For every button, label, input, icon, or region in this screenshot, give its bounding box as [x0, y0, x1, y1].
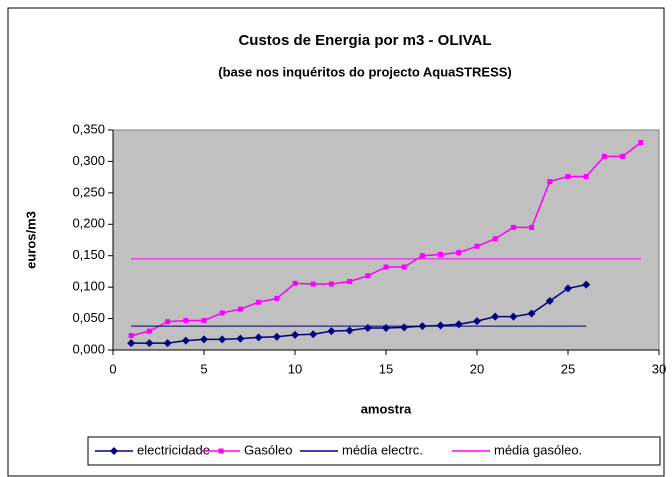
x-axis-label: amostra [361, 401, 412, 416]
plot-area [112, 129, 660, 351]
point [183, 317, 189, 323]
point [310, 281, 316, 287]
point [327, 327, 336, 336]
point [547, 179, 553, 185]
point [638, 140, 644, 146]
x-tick-label: 5 [200, 361, 207, 376]
point [291, 330, 299, 339]
point [419, 253, 425, 259]
legend-label: média gasóleo. [494, 442, 582, 457]
point [200, 335, 208, 344]
legend-marker [218, 448, 224, 454]
point [383, 264, 389, 270]
point [400, 323, 409, 332]
point [272, 332, 281, 341]
y-tick-label: 0,050 [72, 310, 105, 325]
point [345, 326, 354, 335]
point [256, 299, 262, 305]
y-tick-label: 0,150 [72, 247, 105, 262]
x-tick-label: 0 [109, 361, 116, 376]
y-tick-label: 0,000 [72, 341, 105, 356]
point [620, 153, 626, 159]
y-axis-label: euros/m3 [23, 211, 38, 269]
point [436, 321, 445, 330]
point [236, 334, 245, 343]
point [254, 333, 263, 342]
point [583, 174, 589, 180]
point [474, 243, 480, 249]
point [165, 319, 171, 325]
point [527, 309, 536, 318]
point [565, 174, 571, 180]
point [145, 339, 154, 348]
point [347, 278, 353, 284]
y-tick-label: 0,300 [72, 153, 105, 168]
legend-label: média electrc. [342, 442, 423, 457]
point [509, 312, 518, 321]
point [219, 310, 225, 316]
point [309, 330, 318, 339]
legend-box [87, 436, 661, 466]
y-tick-label: 0,350 [72, 121, 105, 136]
x-tick-label: 25 [561, 361, 575, 376]
point [545, 296, 554, 305]
point [491, 312, 500, 321]
point [146, 328, 152, 334]
x-tick-label: 30 [652, 361, 666, 376]
chart-title: Custos de Energia por m3 - OLIVAL [238, 32, 491, 49]
legend-label: Gasóleo [244, 442, 292, 457]
legend-marker [110, 447, 118, 455]
point [564, 284, 572, 293]
point [218, 335, 227, 344]
point [328, 281, 334, 287]
point [181, 336, 190, 345]
legend-label: electricidade [137, 442, 210, 457]
x-tick-label: 15 [379, 361, 393, 376]
point [128, 333, 134, 339]
point [401, 264, 407, 270]
x-tick-label: 10 [288, 361, 302, 376]
point [601, 153, 607, 159]
point [163, 339, 172, 348]
point [456, 250, 462, 256]
point [365, 273, 371, 279]
y-tick-label: 0,100 [72, 279, 105, 294]
point [127, 339, 136, 348]
x-tick-label: 20 [470, 361, 484, 376]
point [201, 317, 207, 323]
point [237, 306, 243, 312]
point [529, 224, 535, 230]
point [292, 280, 298, 286]
point [510, 224, 516, 230]
point [473, 317, 481, 326]
point [274, 295, 280, 301]
chart-subtitle: (base nos inquéritos do projecto AquaSTR… [218, 64, 512, 79]
y-tick-label: 0,250 [72, 184, 105, 199]
point [438, 251, 444, 257]
point [492, 236, 498, 242]
y-tick-label: 0,200 [72, 216, 105, 231]
point [582, 280, 591, 289]
